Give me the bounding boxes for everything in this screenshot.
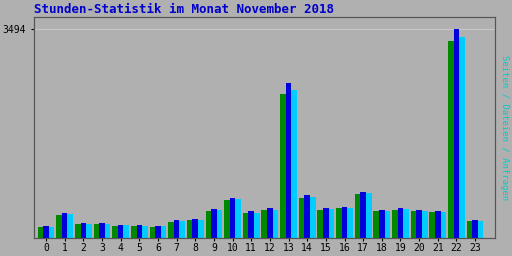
Bar — [435, 211, 440, 238]
Bar — [291, 90, 297, 238]
Bar — [398, 208, 403, 238]
Bar — [236, 199, 241, 238]
Bar — [211, 209, 217, 238]
Bar — [155, 226, 161, 238]
Bar — [299, 198, 305, 238]
Bar — [205, 211, 211, 238]
Bar — [273, 210, 279, 238]
Bar — [248, 211, 254, 238]
Bar — [243, 213, 248, 238]
Bar — [347, 208, 353, 238]
Bar — [142, 226, 147, 238]
Bar — [137, 225, 142, 238]
Bar — [430, 212, 435, 238]
Bar — [379, 210, 385, 238]
Bar — [123, 226, 129, 238]
Bar — [373, 211, 379, 238]
Bar — [168, 221, 174, 238]
Bar — [360, 192, 366, 238]
Bar — [161, 226, 166, 238]
Bar — [118, 225, 123, 238]
Bar — [150, 227, 155, 238]
Bar — [86, 224, 92, 238]
Bar — [286, 83, 291, 238]
Bar — [310, 197, 315, 238]
Bar — [459, 37, 465, 238]
Bar — [94, 224, 99, 238]
Bar — [336, 208, 342, 238]
Bar — [448, 41, 454, 238]
Bar — [174, 220, 179, 238]
Bar — [280, 94, 286, 238]
Bar — [385, 211, 390, 238]
Bar — [131, 226, 137, 238]
Bar — [355, 194, 360, 238]
Bar — [262, 210, 267, 238]
Bar — [478, 221, 483, 238]
Bar — [80, 223, 86, 238]
Bar — [267, 208, 273, 238]
Bar — [187, 220, 193, 238]
Bar — [454, 29, 459, 238]
Bar — [230, 198, 236, 238]
Bar — [416, 210, 422, 238]
Bar — [422, 210, 428, 238]
Bar — [224, 200, 230, 238]
Bar — [323, 208, 329, 238]
Bar — [440, 212, 446, 238]
Bar — [342, 207, 347, 238]
Bar — [49, 227, 54, 238]
Bar — [392, 210, 398, 238]
Bar — [317, 210, 323, 238]
Bar — [112, 226, 118, 238]
Bar — [198, 220, 204, 238]
Bar — [193, 219, 198, 238]
Bar — [366, 193, 372, 238]
Bar — [411, 211, 416, 238]
Bar — [75, 224, 80, 238]
Text: Stunden-Statistik im Monat November 2018: Stunden-Statistik im Monat November 2018 — [34, 3, 334, 16]
Bar — [254, 213, 260, 238]
Y-axis label: Seiten / Dateien / Anfragen: Seiten / Dateien / Anfragen — [500, 55, 509, 200]
Bar — [56, 215, 62, 238]
Bar — [38, 227, 43, 238]
Bar — [329, 209, 334, 238]
Bar — [62, 213, 68, 238]
Bar — [305, 195, 310, 238]
Bar — [466, 221, 472, 238]
Bar — [43, 226, 49, 238]
Bar — [179, 221, 185, 238]
Bar — [105, 224, 111, 238]
Bar — [403, 209, 409, 238]
Bar — [217, 210, 222, 238]
Bar — [472, 220, 478, 238]
Bar — [99, 223, 105, 238]
Bar — [68, 215, 73, 238]
